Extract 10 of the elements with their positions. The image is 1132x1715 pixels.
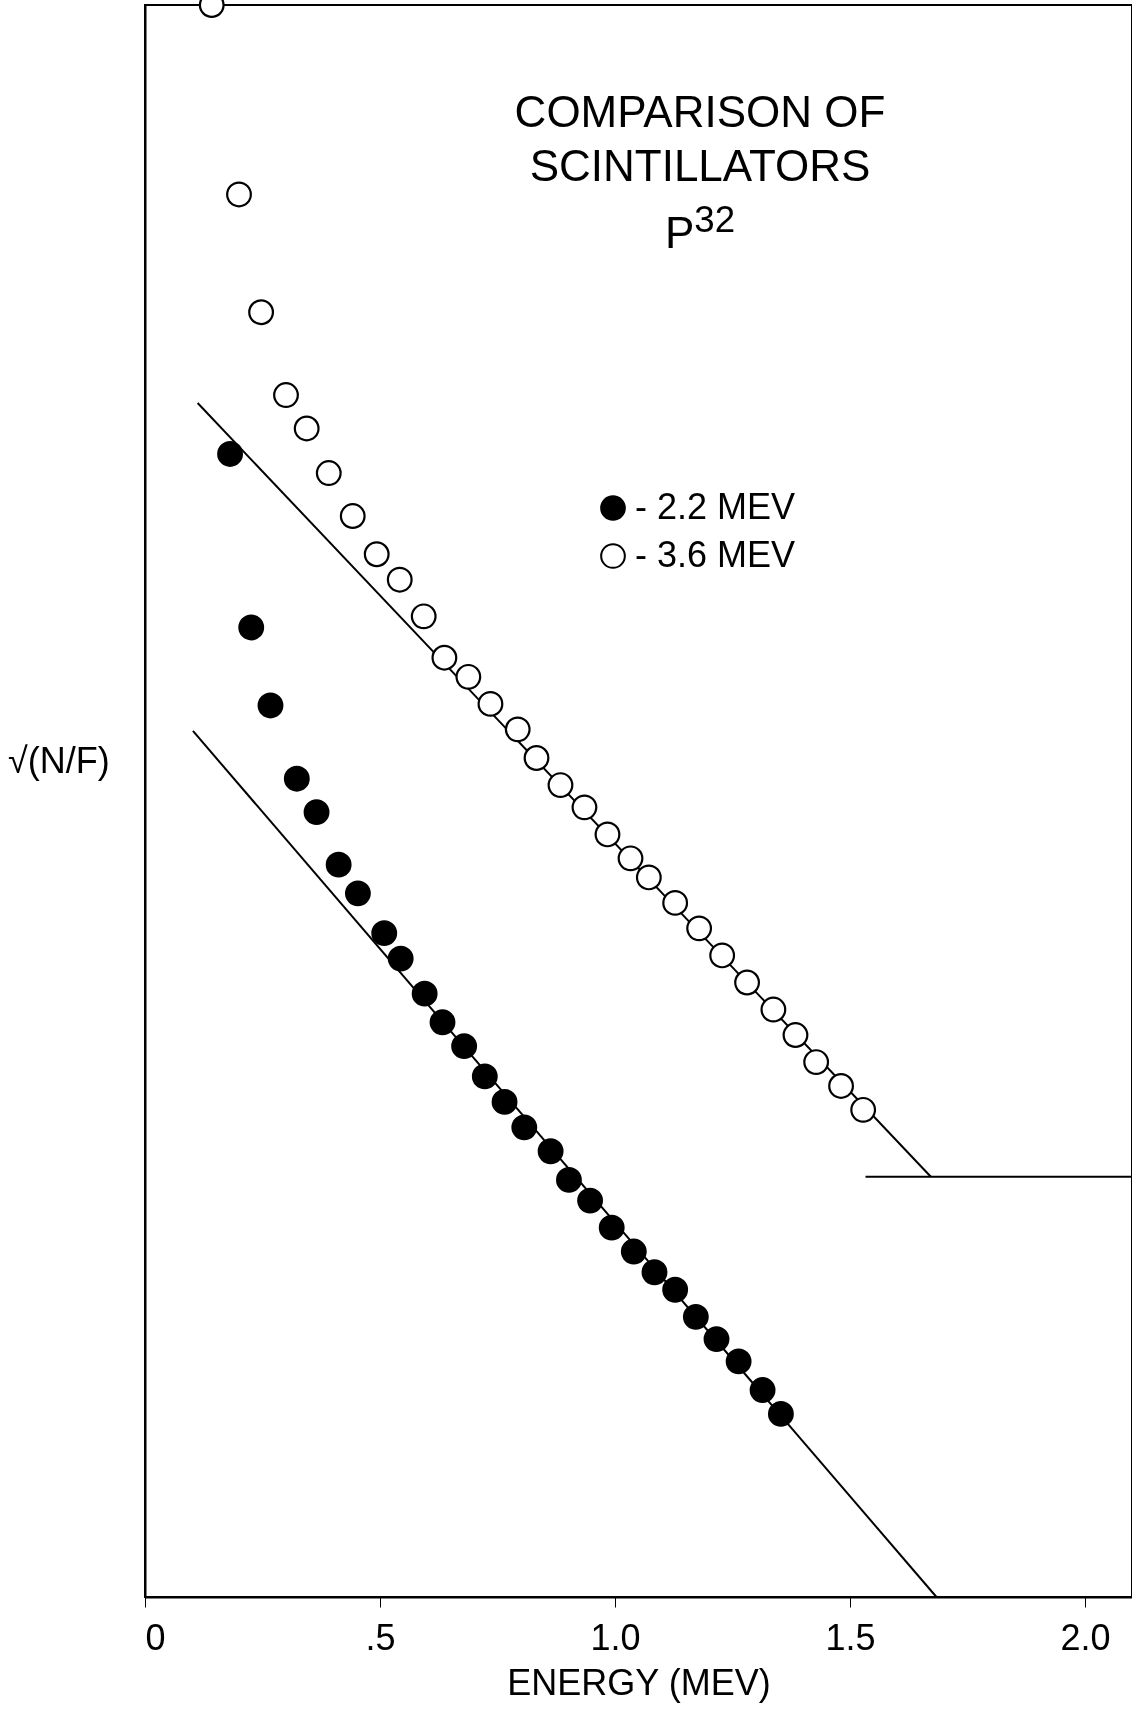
x-tick-label: .5 xyxy=(365,1616,396,1658)
text: COMPARISON OF SCINTILLATORS P$^{32}$ xyxy=(513,86,887,259)
x-tick-label: 0 xyxy=(145,1616,166,1658)
legend-label: - 3.6 MEV xyxy=(635,534,796,575)
x-tick-label: 1.0 xyxy=(590,1616,641,1658)
x-tick-label: 2.0 xyxy=(1060,1616,1111,1658)
x-tick-label: 1.5 xyxy=(825,1616,876,1658)
y-axis-title: √(N/F) xyxy=(8,740,110,782)
legend-label: - 2.2 MEV xyxy=(635,486,796,527)
x-axis-title: ENERGY (MEV) xyxy=(507,1661,771,1703)
